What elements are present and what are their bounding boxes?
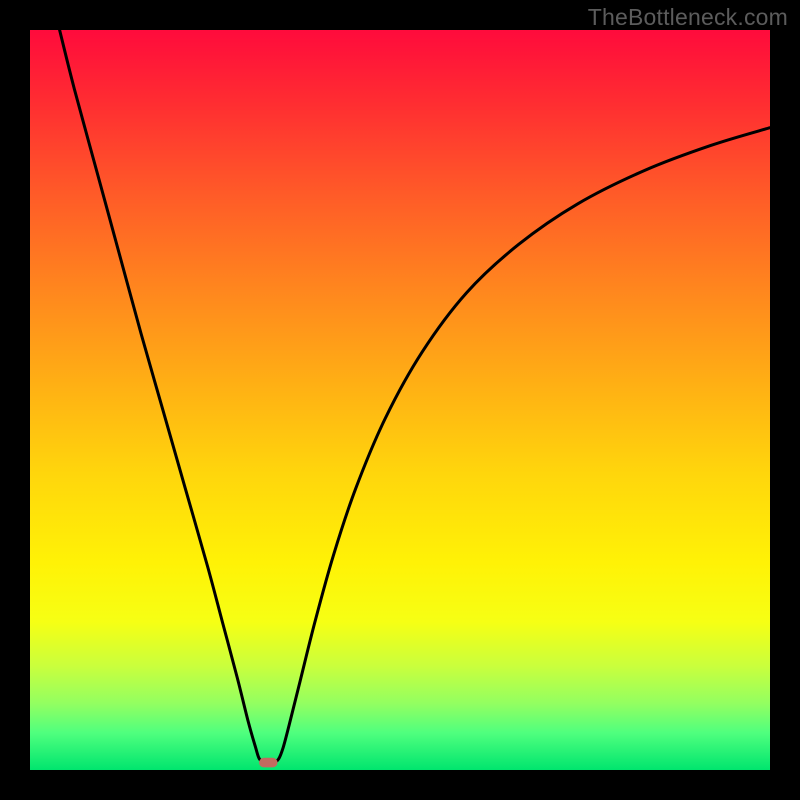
watermark-text: TheBottleneck.com: [588, 4, 788, 31]
plot-background: [30, 30, 770, 770]
bottleneck-chart: [0, 0, 800, 800]
optimal-marker: [259, 758, 278, 768]
